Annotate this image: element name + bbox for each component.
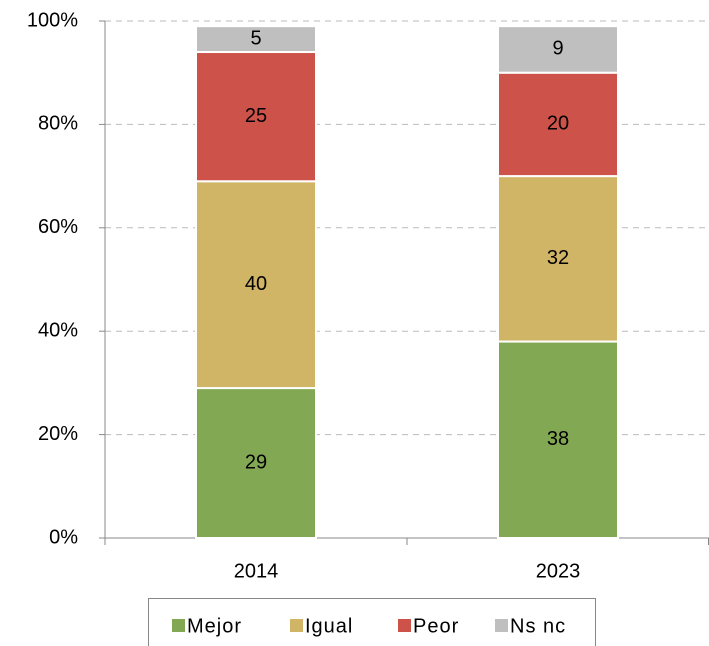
bar-segment <box>195 180 317 390</box>
legend-box <box>148 598 596 646</box>
y-tick-label: 40% <box>38 319 78 341</box>
bar-segment <box>195 25 317 54</box>
bar-segment <box>195 387 317 539</box>
bar-segment <box>497 175 619 343</box>
legend-swatch <box>290 619 303 632</box>
data-label: 9 <box>552 38 563 60</box>
bar-segment <box>497 71 619 178</box>
data-label: 32 <box>547 247 569 269</box>
x-tick-label: 2023 <box>536 560 581 582</box>
legend-swatch <box>495 619 508 632</box>
data-label: 38 <box>547 428 569 450</box>
data-label: 5 <box>250 27 261 49</box>
y-tick-label: 60% <box>38 216 78 238</box>
y-tick-label: 100% <box>27 9 78 31</box>
data-label: 25 <box>245 105 267 127</box>
y-tick-label: 20% <box>38 423 78 445</box>
data-label: 40 <box>245 273 267 295</box>
legend-swatch <box>398 619 411 632</box>
x-tick-label: 2014 <box>234 560 279 582</box>
legend-swatch <box>172 619 185 632</box>
data-label: 20 <box>547 113 569 135</box>
bar-segment <box>497 340 619 540</box>
bar-segment <box>195 51 317 183</box>
bar-segment <box>497 25 619 74</box>
legend-label: Mejor <box>187 615 242 637</box>
y-tick-label: 80% <box>38 113 78 135</box>
y-tick-label: 0% <box>49 526 78 548</box>
legend-label: Ns nc <box>510 615 566 637</box>
data-label: 29 <box>245 451 267 473</box>
legend-label: Peor <box>413 615 459 637</box>
legend-label: Igual <box>305 615 353 637</box>
